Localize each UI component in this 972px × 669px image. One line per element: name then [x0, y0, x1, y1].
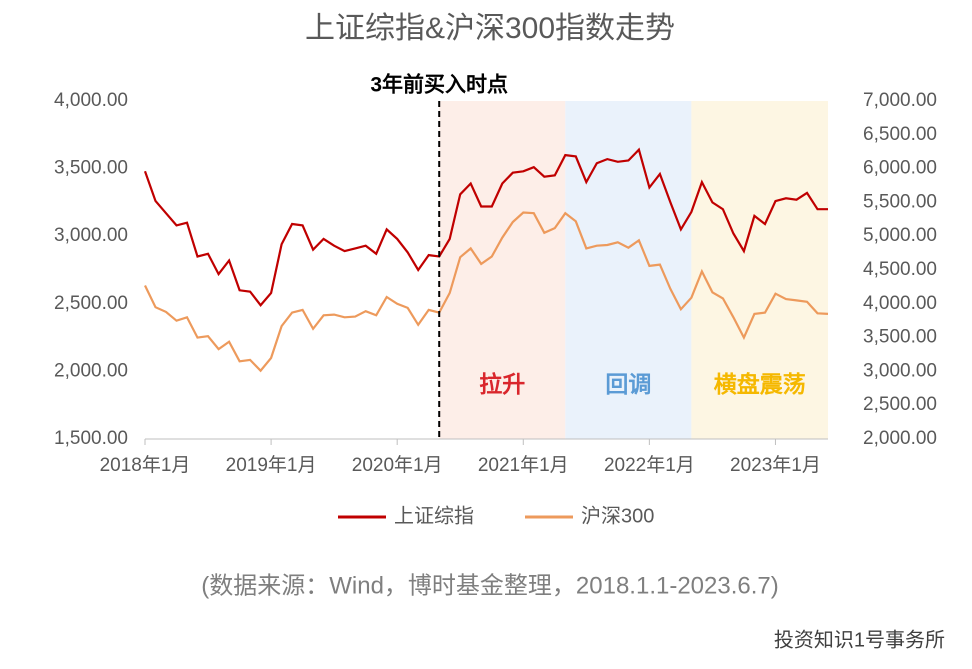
y2-tick-label: 7,000.00	[863, 90, 937, 111]
region	[565, 101, 692, 439]
y2-tick-label: 6,500.00	[863, 124, 937, 145]
y2-tick-label: 5,000.00	[863, 225, 937, 246]
y-tick-label: 3,500.00	[54, 158, 128, 179]
y2-tick-label: 3,500.00	[863, 327, 937, 348]
series-line	[144, 211, 829, 373]
y-tick-label: 2,000.00	[54, 360, 128, 381]
series-line	[143, 147, 828, 307]
region-label: 拉升	[479, 371, 525, 397]
marker-label: 3年前买入时点	[370, 73, 508, 97]
source-note: (数据来源：Wind，博时基金整理，2018.1.1-2023.6.7)	[201, 572, 779, 599]
x-tick-label: 2020年1月	[352, 454, 443, 476]
chart-title: 上证综指&沪深300指数走势	[305, 12, 675, 45]
legend-label: 沪深300	[581, 504, 654, 527]
y2-tick-label: 4,500.00	[863, 259, 937, 280]
watermark: 投资知识1号事务所	[774, 628, 945, 651]
x-tick-label: 2022年1月	[604, 454, 695, 476]
x-tick-label: 2019年1月	[226, 454, 317, 476]
x-tick-label: 2018年1月	[100, 454, 191, 476]
region	[691, 101, 828, 439]
region	[439, 101, 566, 439]
y2-tick-label: 6,000.00	[863, 158, 937, 179]
y2-tick-label: 4,000.00	[863, 293, 937, 314]
y-tick-label: 2,500.00	[54, 293, 128, 314]
y2-tick-label: 3,000.00	[863, 360, 937, 381]
region-label: 横盘震荡	[714, 371, 806, 397]
region-label: 回调	[605, 371, 651, 397]
y2-tick-label: 2,500.00	[863, 394, 937, 415]
y-tick-label: 4,000.00	[54, 90, 128, 111]
x-tick-label: 2021年1月	[478, 454, 569, 476]
x-tick-label: 2023年1月	[730, 454, 821, 476]
y2-tick-label: 5,500.00	[863, 191, 937, 212]
y-tick-label: 3,000.00	[54, 225, 128, 246]
legend-label: 上证综指	[394, 504, 474, 527]
y-tick-label: 1,500.00	[54, 428, 128, 449]
y2-tick-label: 2,000.00	[863, 428, 937, 449]
